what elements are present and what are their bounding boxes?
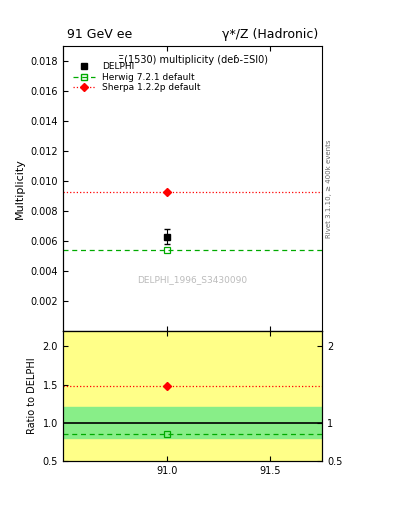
Legend: DELPHI, Herwig 7.2.1 default, Sherpa 1.2.2p default: DELPHI, Herwig 7.2.1 default, Sherpa 1.2… [70, 59, 204, 95]
Y-axis label: Multiplicity: Multiplicity [15, 158, 25, 219]
Y-axis label: Ratio to DELPHI: Ratio to DELPHI [27, 358, 37, 434]
Text: γ*/Z (Hadronic): γ*/Z (Hadronic) [222, 28, 318, 41]
Y-axis label: Rivet 3.1.10, ≥ 400k events: Rivet 3.1.10, ≥ 400k events [327, 139, 332, 238]
Bar [63, 408, 322, 438]
Text: DELPHI_1996_S3430090: DELPHI_1996_S3430090 [138, 275, 248, 284]
Bar [63, 331, 322, 461]
Text: Ξ(1530) multiplicity (deɓ-ΞSI0): Ξ(1530) multiplicity (deɓ-ΞSI0) [118, 55, 268, 65]
Text: 91 GeV ee: 91 GeV ee [67, 28, 132, 41]
